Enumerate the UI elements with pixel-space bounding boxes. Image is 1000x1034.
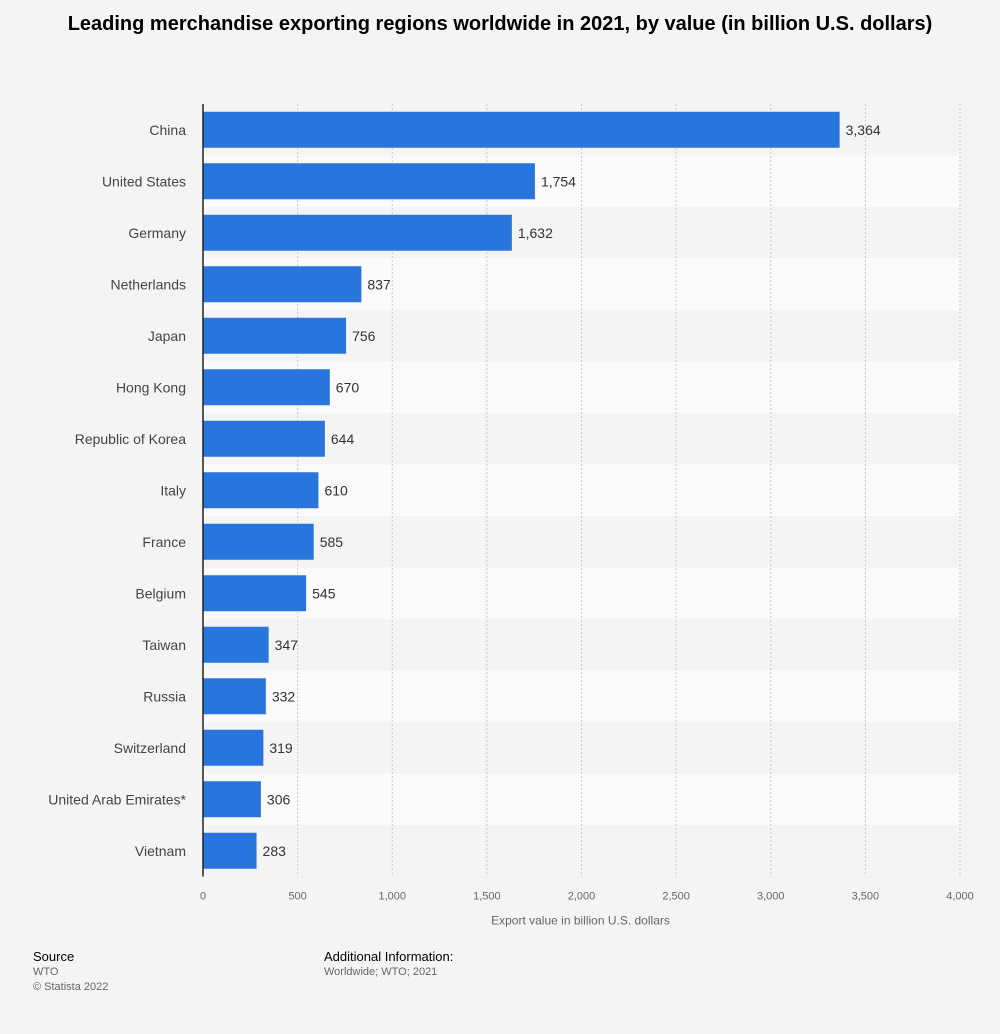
- value-label: 332: [272, 688, 296, 704]
- x-tick-label: 2,500: [662, 891, 690, 903]
- value-label: 670: [336, 379, 360, 395]
- value-label: 283: [263, 843, 287, 859]
- x-tick-label: 500: [288, 891, 306, 903]
- value-label: 347: [275, 637, 299, 653]
- source-block: Source WTO © Statista 2022: [33, 949, 108, 995]
- category-label: Japan: [148, 328, 186, 344]
- bar: [203, 317, 347, 354]
- category-label: Italy: [160, 482, 186, 498]
- category-label: United Arab Emirates*: [48, 791, 186, 807]
- value-label: 1,754: [541, 173, 576, 189]
- category-label: Vietnam: [135, 843, 186, 859]
- bar: [203, 214, 512, 251]
- bar: [203, 266, 362, 303]
- value-label: 837: [367, 276, 391, 292]
- bar: [203, 163, 535, 200]
- x-tick-label: 1,500: [473, 891, 501, 903]
- category-label: Taiwan: [142, 637, 186, 653]
- category-label: China: [149, 122, 186, 138]
- bar: [203, 729, 264, 766]
- additional-info-block: Additional Information: Worldwide; WTO; …: [324, 949, 453, 980]
- category-label: France: [142, 534, 186, 550]
- source-heading: Source: [33, 949, 75, 964]
- category-label: Belgium: [135, 585, 186, 601]
- value-label: 610: [324, 482, 348, 498]
- bar: [203, 111, 840, 148]
- x-tick-label: 2,000: [568, 891, 596, 903]
- value-label: 585: [320, 534, 344, 550]
- x-tick-label: 1,000: [378, 891, 406, 903]
- value-label: 3,364: [846, 122, 881, 138]
- value-label: 306: [267, 791, 291, 807]
- copyright: © Statista 2022: [33, 981, 109, 993]
- value-label: 1,632: [518, 225, 553, 241]
- category-label: United States: [102, 173, 186, 189]
- chart-title: Leading merchandise exporting regions wo…: [67, 13, 933, 35]
- value-label: 644: [331, 431, 355, 447]
- x-tick-label: 3,000: [757, 891, 785, 903]
- value-label: 545: [312, 585, 336, 601]
- x-axis-title: Export value in billion U.S. dollars: [491, 914, 670, 928]
- additional-info-heading: Additional Information:: [324, 949, 454, 964]
- value-label: 756: [352, 328, 376, 344]
- category-label: Hong Kong: [116, 379, 186, 395]
- x-tick-label: 4,000: [946, 891, 974, 903]
- x-tick-label: 3,500: [852, 891, 880, 903]
- category-label: Netherlands: [111, 276, 187, 292]
- category-label: Russia: [143, 688, 186, 704]
- x-tick-label: 0: [200, 891, 206, 903]
- bar: [203, 369, 330, 406]
- bar: [203, 575, 307, 612]
- bar: [203, 678, 266, 715]
- bar: [203, 781, 261, 818]
- category-label: Republic of Korea: [75, 431, 187, 447]
- source-name: WTO: [33, 966, 59, 978]
- bar: [203, 523, 314, 560]
- category-label: Switzerland: [114, 740, 186, 756]
- category-label: Germany: [128, 225, 186, 241]
- bar-chart: 0 500 1,000 1,500 2,000 2,500 3,000 3,500 4,000 C…: [48, 104, 974, 928]
- bar: [203, 420, 325, 457]
- value-label: 319: [269, 740, 293, 756]
- additional-info-text: Worldwide; WTO; 2021: [324, 966, 438, 978]
- bar: [203, 472, 319, 509]
- bar: [203, 626, 269, 663]
- bar: [203, 832, 257, 869]
